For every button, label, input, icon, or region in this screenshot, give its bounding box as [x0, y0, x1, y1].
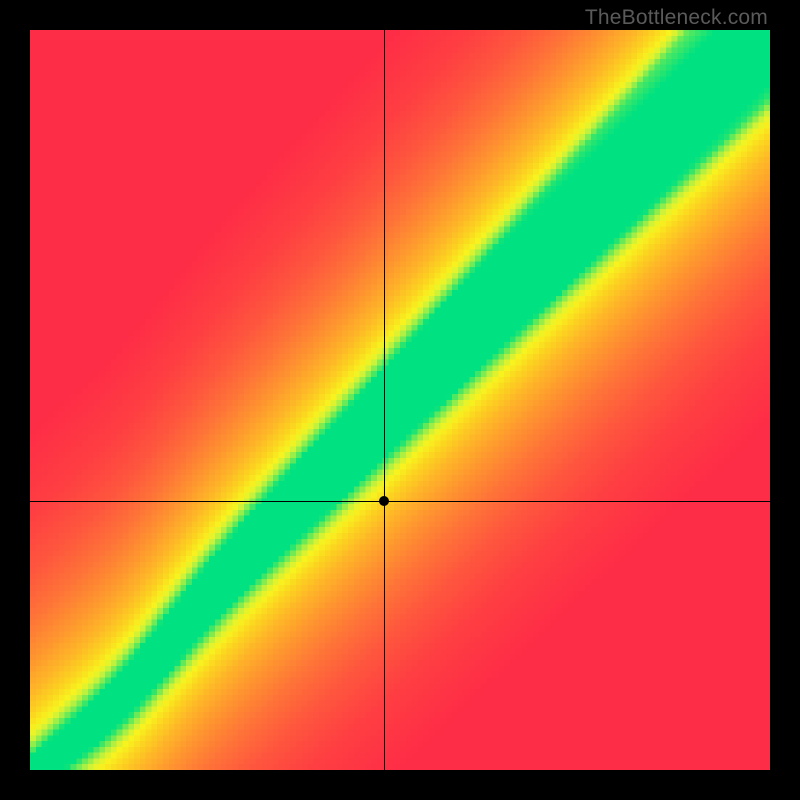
crosshair-vertical [384, 30, 385, 770]
crosshair-horizontal [30, 501, 770, 502]
watermark-label: TheBottleneck.com [585, 6, 768, 30]
marker-dot [379, 496, 389, 506]
heatmap-plot [30, 30, 770, 770]
heatmap-canvas [30, 30, 770, 770]
